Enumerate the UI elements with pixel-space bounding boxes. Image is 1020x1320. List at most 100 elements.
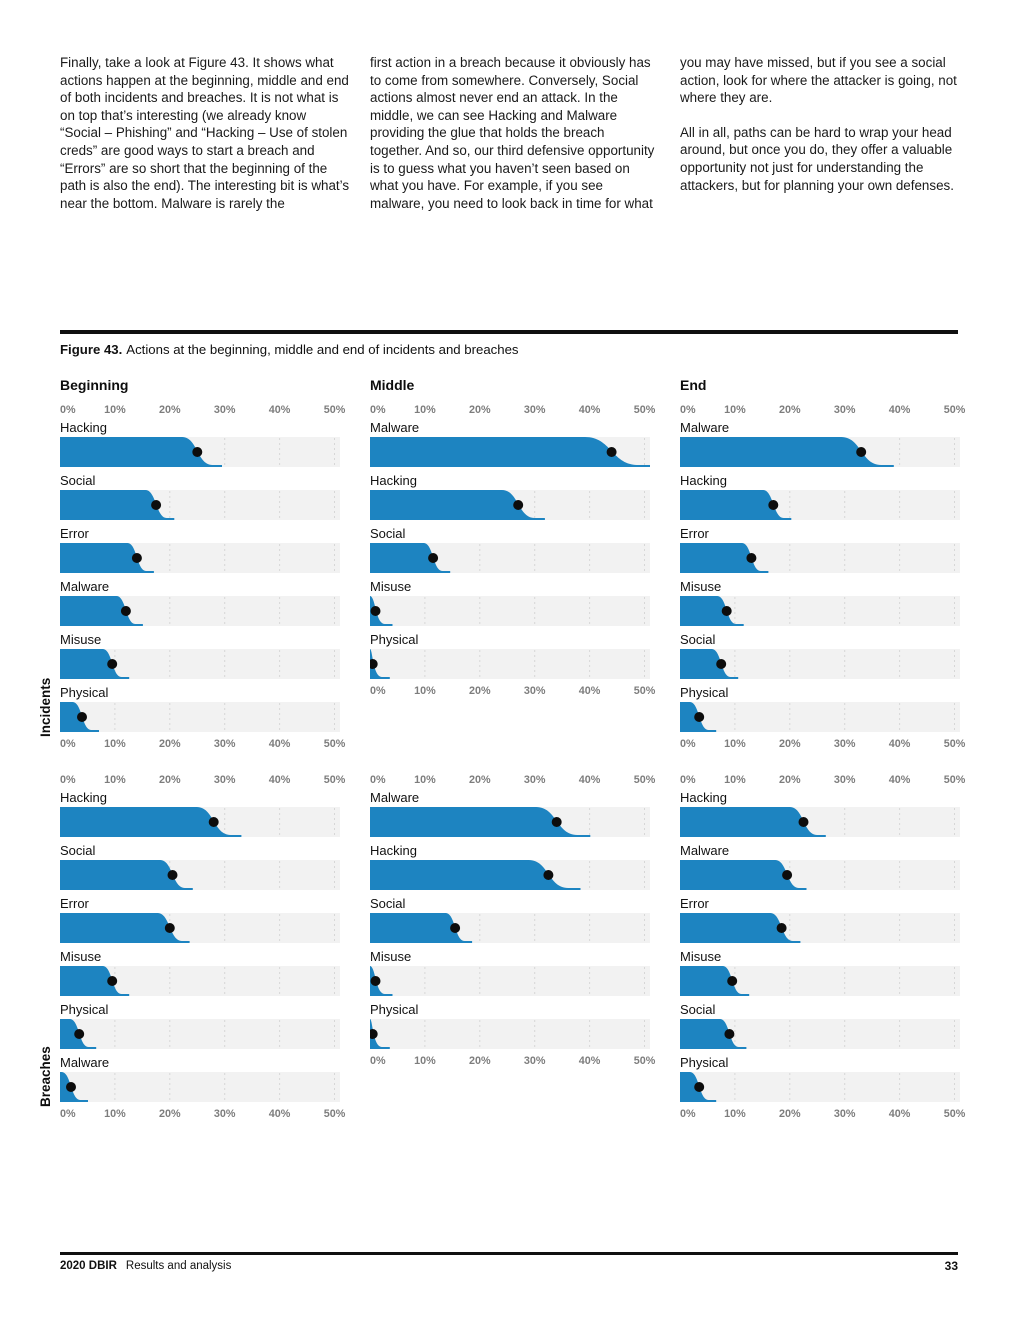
slant-bar [370, 807, 650, 837]
category-row: Hacking [680, 473, 960, 520]
bar-track [60, 702, 340, 732]
axis-tick-label: 10% [724, 774, 746, 786]
category-label: Physical [680, 685, 729, 700]
column-header-end: End [680, 377, 707, 393]
axis-tick-label: 20% [158, 1108, 181, 1120]
axis-tick-label: 30% [213, 774, 236, 786]
category-label: Social [60, 843, 96, 858]
axis-tick-label: 40% [578, 1055, 601, 1067]
axis-tick-label: 20% [468, 685, 491, 697]
axis-tick-label: 50% [633, 774, 656, 786]
axis-tick-label: 40% [578, 404, 601, 416]
axis-tick-label: 50% [633, 1055, 656, 1067]
footer-divider [60, 1252, 958, 1255]
category-row: Error [60, 526, 340, 573]
bar-track [370, 966, 650, 996]
estimate-dot [66, 1082, 76, 1092]
chart-panel-incidents-end: 0% 10% 20% 30% 40% 50% Malware Hacking Error Misu… [680, 404, 965, 754]
bar-track [370, 1019, 650, 1049]
slant-bar [370, 490, 650, 520]
slant-area [680, 913, 801, 943]
estimate-dot [77, 712, 87, 722]
estimate-dot [450, 923, 461, 933]
category-label: Error [680, 896, 709, 911]
category-row: Social [370, 526, 650, 573]
slant-bar [370, 596, 650, 626]
axis-tick-label: 10% [104, 1108, 126, 1120]
estimate-dot [428, 553, 439, 563]
axis-tick-label: 20% [468, 774, 491, 786]
estimate-dot [131, 553, 142, 563]
estimate-dot [798, 817, 809, 827]
row-label-breaches: Breaches [38, 1046, 53, 1107]
category-label: Misuse [370, 579, 412, 594]
slant-bar [60, 437, 340, 467]
slant-bar [60, 860, 340, 890]
axis-tick-label: 50% [323, 404, 346, 416]
axis-tick-label: 30% [523, 1055, 546, 1067]
category-row: Social [60, 843, 340, 890]
axis-tick-label: 40% [578, 685, 601, 697]
chart-panel-breaches-beginning: 0% 10% 20% 30% 40% 50% Hacking Social Error Misus… [60, 774, 345, 1124]
category-label: Hacking [370, 473, 417, 488]
slant-area [680, 490, 792, 520]
axis-tick-label: 40% [268, 774, 291, 786]
bar-track [680, 702, 960, 732]
percent-axis: 0% 10% 20% 30% 40% 50% [370, 774, 655, 787]
percent-axis: 0% 10% 20% 30% 40% 50% [680, 738, 965, 751]
estimate-dot [543, 870, 554, 880]
axis-tick-label: 20% [778, 1108, 801, 1120]
category-row: Physical [680, 1055, 960, 1102]
chart-panel-breaches-end: 0% 10% 20% 30% 40% 50% Hacking Malware Error Misu… [680, 774, 965, 1124]
axis-tick-label: 40% [268, 404, 291, 416]
axis-tick-label: 0% [60, 404, 76, 416]
bar-track [680, 1072, 960, 1102]
slant-bar [60, 1072, 340, 1102]
category-row: Hacking [370, 843, 650, 890]
axis-tick-label: 0% [370, 1055, 386, 1067]
axis-tick-label: 10% [414, 685, 436, 697]
axis-tick-label: 50% [943, 774, 966, 786]
slant-bar [60, 649, 340, 679]
category-label: Misuse [60, 632, 102, 647]
axis-tick-label: 20% [158, 774, 181, 786]
category-row: Hacking [680, 790, 960, 837]
paragraph: you may have missed, but if you see a so… [680, 55, 957, 106]
category-row: Misuse [680, 949, 960, 996]
category-row: Misuse [680, 579, 960, 626]
footer-brand: 2020 DBIR [60, 1260, 117, 1272]
category-label: Malware [370, 420, 420, 435]
slant-area [60, 807, 242, 837]
footer-section: Results and analysis [125, 1260, 232, 1272]
slant-area [60, 543, 154, 573]
slant-area [370, 596, 393, 626]
estimate-dot [782, 870, 793, 880]
slant-area [60, 860, 193, 890]
axis-tick-label: 20% [158, 404, 181, 416]
category-label: Error [680, 526, 709, 541]
axis-tick-label: 0% [60, 774, 76, 786]
category-row: Physical [370, 632, 650, 679]
slant-area [370, 807, 591, 837]
column-header-beginning: Beginning [60, 377, 129, 393]
category-label: Physical [370, 632, 419, 647]
slant-area [60, 437, 222, 467]
estimate-dot [727, 976, 738, 986]
slant-area [370, 437, 650, 467]
slant-area [370, 649, 390, 679]
category-row: Physical [60, 1002, 340, 1049]
slant-bar [680, 913, 960, 943]
axis-tick-label: 10% [104, 774, 126, 786]
axis-tick-label: 20% [778, 404, 801, 416]
axis-tick-label: 30% [213, 404, 236, 416]
axis-tick-label: 0% [370, 774, 386, 786]
slant-bar [680, 490, 960, 520]
slant-bar [680, 596, 960, 626]
bar-track [370, 649, 650, 679]
axis-tick-label: 30% [833, 1108, 856, 1120]
estimate-dot [716, 659, 727, 669]
axis-tick-label: 10% [104, 738, 126, 750]
percent-axis: 0% 10% 20% 30% 40% 50% [680, 1108, 965, 1121]
percent-axis: 0% 10% 20% 30% 40% 50% [60, 1108, 345, 1121]
axis-tick-label: 50% [943, 404, 966, 416]
